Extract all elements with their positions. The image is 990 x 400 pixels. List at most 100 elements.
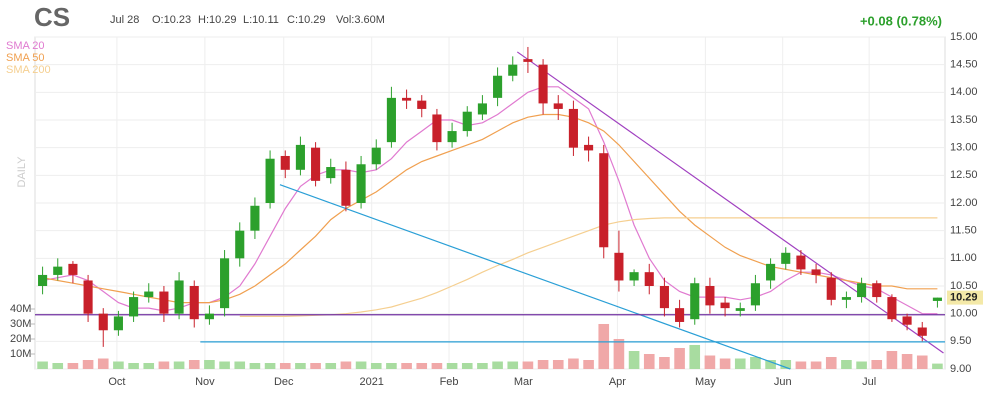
volume-bar	[825, 356, 837, 369]
volume-bar	[628, 350, 640, 369]
volume-bar	[264, 362, 276, 369]
y2-tick-label: 20M	[10, 333, 31, 345]
candle-body	[796, 255, 806, 270]
volume-bar	[249, 362, 261, 369]
candle-body	[841, 297, 851, 300]
volume-bar	[295, 362, 306, 369]
candle-body	[811, 269, 821, 275]
volume-bar	[568, 358, 579, 369]
candle-body	[220, 258, 230, 309]
volume-bar	[37, 361, 48, 369]
y-tick-label: 15.00	[950, 31, 978, 43]
volume-bar	[583, 359, 594, 369]
volume-bar	[340, 361, 352, 369]
y-tick-label: 11.50	[950, 225, 977, 237]
candle-body	[932, 297, 942, 301]
candle-body	[629, 272, 639, 281]
y-tick-label: 13.50	[950, 114, 978, 126]
y-tick-label: 13.00	[950, 142, 978, 154]
candle-body	[371, 147, 381, 165]
sma-line	[42, 113, 938, 304]
volume-bar	[401, 362, 412, 369]
quote-close: C:10.29	[287, 14, 326, 26]
candle-body	[750, 283, 760, 306]
candle-body	[568, 108, 578, 148]
quote-date: Jul 28	[110, 14, 139, 26]
volume-bar	[325, 362, 337, 369]
candle-body	[98, 313, 108, 331]
volume-bar	[704, 355, 716, 369]
volume-bar	[932, 363, 943, 369]
candle-body	[720, 302, 730, 309]
last-price: 10.29	[950, 292, 978, 304]
volume-bar	[856, 361, 867, 369]
candle-body	[735, 308, 745, 311]
volume-bar	[901, 353, 913, 369]
volume-bar	[477, 362, 488, 369]
y-tick-label: 14.50	[950, 59, 978, 71]
candle-body	[417, 100, 427, 109]
y-tick-label: 10.00	[950, 308, 978, 320]
quote-low: L:10.11	[243, 14, 279, 26]
volume-bar	[780, 359, 792, 369]
candle-body	[129, 297, 139, 317]
x-tick-label: Jul	[862, 376, 876, 388]
candle-body	[553, 103, 563, 109]
volume-bar	[552, 359, 564, 369]
candle-body	[508, 64, 518, 76]
candle-body	[857, 283, 867, 298]
volume-bar	[82, 359, 94, 369]
candle-body	[447, 131, 457, 143]
candle-body	[705, 286, 715, 306]
candle-body	[675, 308, 685, 322]
volume-bar	[750, 356, 761, 369]
candle-body	[311, 147, 321, 181]
volume-bar	[173, 361, 185, 369]
volume-bar	[416, 362, 428, 369]
candle-body	[781, 252, 791, 264]
trend-line	[279, 184, 791, 370]
volume-bar	[461, 362, 473, 369]
candle-body	[326, 167, 336, 179]
volume-bar	[719, 358, 731, 369]
volume-bar	[598, 323, 610, 369]
candle-body	[872, 283, 882, 298]
volume-bar	[219, 361, 230, 369]
volume-bar	[492, 361, 503, 369]
y-tick-label: 11.00	[950, 252, 977, 264]
x-tick-label: Oct	[108, 376, 125, 388]
volume-bar	[734, 358, 746, 369]
volume-bar	[128, 362, 139, 369]
y-tick-label: 14.00	[950, 86, 978, 98]
volume-bar	[52, 362, 64, 369]
volume-bar	[537, 359, 549, 369]
candle-body	[280, 155, 290, 170]
volume-bar	[689, 344, 701, 369]
volume-bar	[507, 361, 519, 369]
x-tick-label: Nov	[195, 376, 215, 388]
quote-high: H:10.29	[198, 14, 237, 26]
volume-bar	[188, 359, 200, 369]
candle-body	[341, 169, 351, 206]
y-tick-label: 10.50	[950, 280, 978, 292]
candle-body	[538, 64, 548, 104]
volume-bar	[643, 353, 655, 369]
candle-body	[174, 280, 184, 314]
candle-body	[614, 252, 624, 281]
volume-bar	[613, 338, 625, 369]
volume-bar	[795, 361, 807, 369]
volume-bar	[67, 362, 79, 369]
candle-body	[902, 316, 912, 325]
y-tick-label: 9.00	[950, 363, 971, 375]
x-tick-label: Jun	[774, 376, 792, 388]
volume-bar	[370, 362, 382, 369]
candle-body	[402, 97, 412, 101]
volume-bar	[355, 361, 367, 369]
volume-bar	[234, 361, 246, 369]
volume-bar	[386, 362, 397, 369]
sma-line	[239, 217, 938, 317]
candle-body	[235, 230, 245, 259]
sma-line	[42, 86, 938, 315]
x-tick-label: Dec	[274, 376, 294, 388]
